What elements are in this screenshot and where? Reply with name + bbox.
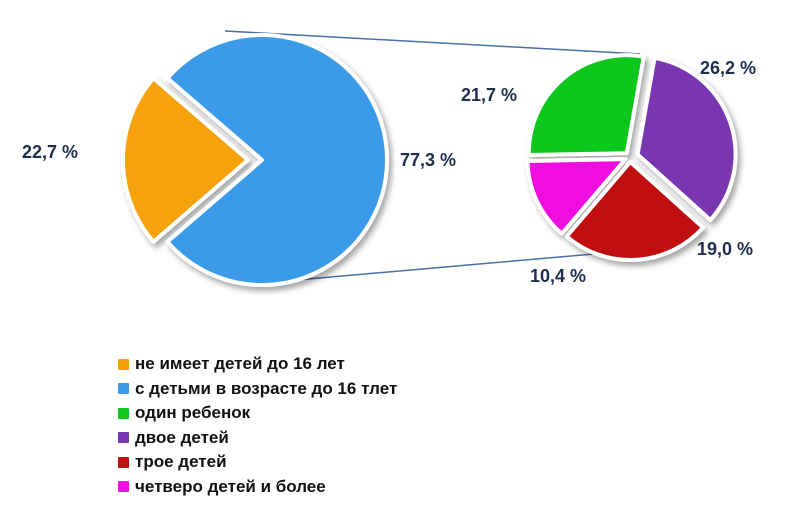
legend-swatch (118, 383, 129, 395)
data-label-four-plus-children: 10,4 % (530, 266, 586, 286)
data-labels: 22,7 % 77,3 % 26,2 % 19,0 % 10,4 % 21,7 % (22, 58, 756, 286)
main-pie (121, 33, 389, 287)
legend-label: один ребенок (135, 403, 251, 423)
legend-label: с детьми в возрасте до 16 тлет (135, 378, 398, 398)
legend-item: один ребенок (118, 401, 397, 426)
legend-item: не имеет детей до 16 лет (118, 352, 397, 377)
breakdown-slice-three-children (564, 159, 706, 262)
legend-item: четверо детей и более (118, 475, 397, 500)
breakdown-slice-one-child (526, 53, 646, 158)
legend-swatch (118, 456, 129, 468)
legend-item: трое детей (118, 450, 397, 475)
main-slice-with-children (165, 33, 389, 287)
connector-line-top (224, 30, 641, 55)
legend-label: двое детей (135, 427, 229, 447)
connector-lines (224, 30, 641, 284)
data-label-three-children: 19,0 % (697, 239, 753, 259)
data-label-main-no-children: 22,7 % (22, 142, 78, 162)
legend-item: двое детей (118, 426, 397, 451)
legend-label: не имеет детей до 16 лет (135, 354, 345, 374)
legend-swatch (118, 432, 129, 444)
legend: не имеет детей до 16 лет с детьми в возра… (118, 352, 397, 499)
connector-line-bottom (261, 250, 629, 284)
breakdown-slice-four-plus-children (525, 157, 628, 236)
legend-swatch (118, 358, 129, 370)
legend-swatch (118, 481, 129, 493)
legend-label: четверо детей и более (135, 476, 326, 496)
data-label-main-with-children: 77,3 % (400, 150, 456, 170)
breakdown-slice-two-children (635, 55, 738, 222)
legend-label: трое детей (135, 452, 227, 472)
data-label-one-child: 21,7 % (461, 85, 517, 105)
legend-swatch (118, 407, 129, 419)
breakdown-pie (525, 53, 738, 262)
data-label-two-children: 26,2 % (700, 58, 756, 78)
legend-item: с детьми в возрасте до 16 тлет (118, 377, 397, 402)
main-slice-no-children (121, 76, 250, 244)
